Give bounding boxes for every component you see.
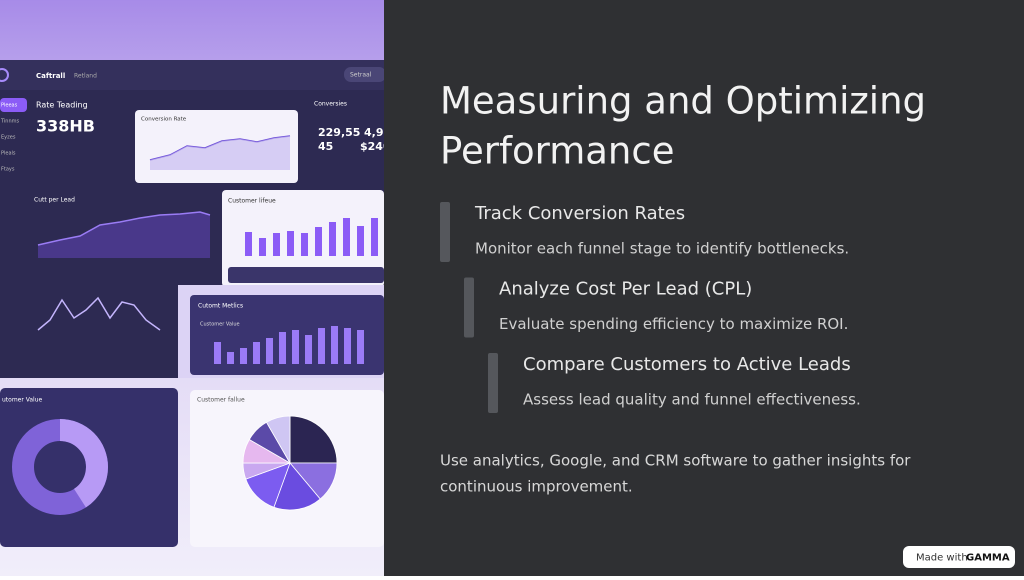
decor-line xyxy=(37,296,161,331)
badge-text[interactable]: Made with xyxy=(916,553,968,564)
decor-bars xyxy=(214,326,364,364)
kpi: $240 xyxy=(360,140,391,153)
kpi: 229,55 xyxy=(318,126,360,139)
badge-box[interactable] xyxy=(903,546,1015,568)
decor-pie xyxy=(242,415,338,511)
decor-line xyxy=(37,211,211,246)
search-text: Setraal xyxy=(350,72,372,79)
item-accent xyxy=(488,353,498,413)
tab: Retland xyxy=(74,73,97,80)
header-bar xyxy=(0,60,384,90)
footer-text: continuous improvement. xyxy=(440,478,633,496)
sidebar-item: Tinnms xyxy=(0,119,19,125)
item-heading: Track Conversion Rates xyxy=(474,203,685,224)
item-accent xyxy=(464,277,474,338)
kpi: 338HB xyxy=(36,117,95,136)
item-accent xyxy=(440,202,450,262)
item-description: Monitor each funnel stage to identify bo… xyxy=(475,240,849,258)
stat-strip xyxy=(228,267,384,283)
sidebar-active xyxy=(0,98,27,112)
card-title: Cutt per Lead xyxy=(34,197,75,204)
sidebar: Pleeas Tinnms Eyzes Pleals Ftays xyxy=(0,103,19,173)
sidebar-item: Eyzes xyxy=(1,135,16,141)
badge[interactable]: Made with GAMMA xyxy=(903,546,1015,568)
card-title: Conversion Rate xyxy=(141,117,187,123)
text-panel xyxy=(384,0,1024,576)
decor-bars xyxy=(245,218,378,256)
slide-title: Performance xyxy=(440,130,674,173)
badge-brand[interactable]: GAMMA xyxy=(966,553,1010,564)
card-title: Rate Teading xyxy=(36,101,88,110)
decor-donut xyxy=(12,419,108,515)
card-title: Cutomt Metlics xyxy=(198,303,243,310)
sidebar-item: Pleeas xyxy=(1,103,18,109)
item-heading: Analyze Cost Per Lead (CPL) xyxy=(499,279,752,300)
sidebar-item: Pleals xyxy=(1,151,16,157)
item-description: Assess lead quality and funnel effective… xyxy=(523,391,861,409)
footer-text: Use analytics, Google, and CRM software … xyxy=(440,452,911,470)
decor-area xyxy=(38,212,210,258)
tab: Caftrall xyxy=(36,72,65,80)
card-title: Customer fallue xyxy=(197,397,245,404)
sidebar-item: Ftays xyxy=(1,167,15,173)
item-description: Evaluate spending efficiency to maximize… xyxy=(499,315,848,333)
decor-area xyxy=(150,136,290,170)
dashboard-image: Caftrall Retland Setraal Pleeas Tinnms Eyz… xyxy=(0,0,391,576)
kpi: 45 xyxy=(318,140,333,153)
card-subtitle: Customer Value xyxy=(200,322,240,328)
logo xyxy=(0,68,9,82)
slide-title: Measuring and Optimizing xyxy=(440,80,926,123)
card-title: Customer lifeue xyxy=(228,198,276,205)
item-heading: Compare Customers to Active Leads xyxy=(523,354,851,375)
search xyxy=(344,67,386,82)
card-title: utomer Value xyxy=(2,397,43,404)
card-title: Conversies xyxy=(314,101,347,108)
item-list: Track Conversion Rates Monitor each funne… xyxy=(440,202,861,413)
